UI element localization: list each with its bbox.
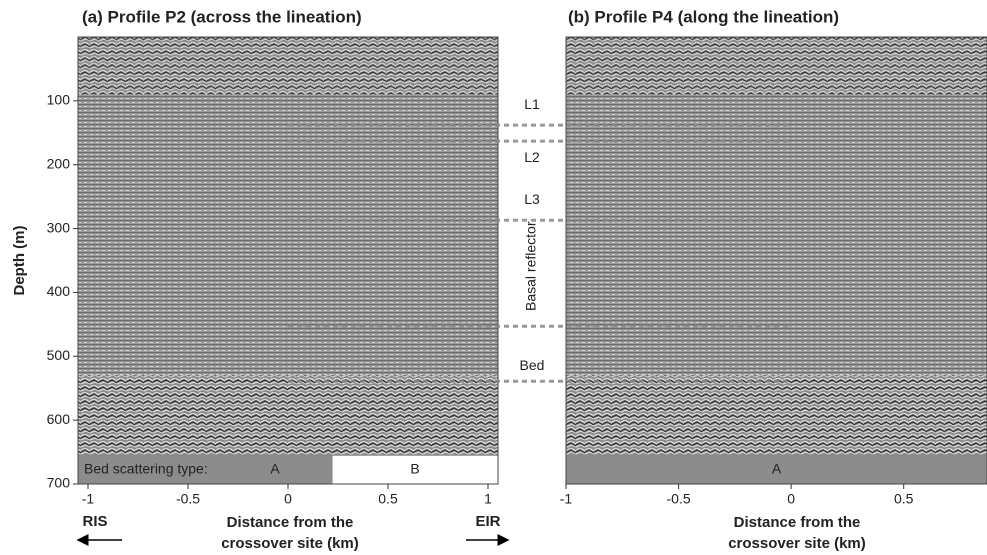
x-axis-title: Distance from the — [227, 514, 354, 531]
arrow-label: EIR — [475, 513, 500, 530]
y-tick-label: 500 — [47, 347, 71, 363]
scatter-segment — [565, 454, 987, 485]
y-tick-label: 100 — [47, 92, 71, 108]
reflector-label: L1 — [524, 96, 540, 112]
y-tick-label: 400 — [47, 283, 71, 299]
y-tick-label: 700 — [47, 475, 71, 491]
x-axis-title: crossover site (km) — [728, 535, 866, 552]
arrow-label: RIS — [82, 513, 107, 530]
plot-frame — [565, 36, 987, 485]
x-tick-label: 0 — [787, 491, 795, 507]
y-tick-label: 600 — [47, 411, 71, 427]
scatter-label: Bed scattering type: — [84, 460, 208, 476]
x-tick-label: 0.5 — [378, 491, 398, 507]
x-axis-title: crossover site (km) — [221, 535, 359, 552]
y-tick-label: 300 — [47, 219, 71, 235]
panel-title: (b) Profile P4 (along the lineation) — [568, 7, 839, 26]
x-tick-label: 0 — [284, 491, 292, 507]
panel-title: (a) Profile P2 (across the lineation) — [82, 7, 362, 26]
x-axis-title: Distance from the — [734, 514, 861, 531]
x-tick-label: -0.5 — [667, 491, 691, 507]
x-tick-label: 1 — [484, 491, 492, 507]
reflector-label: L2 — [524, 149, 540, 165]
x-tick-label: -1 — [560, 491, 573, 507]
near-surface-noise — [566, 37, 987, 95]
x-tick-label: -1 — [82, 491, 95, 507]
scatter-type-label: A — [772, 460, 782, 476]
near-surface-noise — [78, 37, 498, 95]
reflector-label: Bed — [520, 357, 545, 373]
x-tick-label: 0.5 — [894, 491, 914, 507]
scatter-type-label: A — [270, 460, 280, 476]
y-tick-label: 200 — [47, 155, 71, 171]
reflector-label: Basal reflector — [523, 221, 539, 311]
reflector-label: L3 — [524, 191, 540, 207]
scatter-type-label: B — [410, 460, 419, 476]
y-axis-title: Depth (m) — [11, 226, 28, 296]
x-tick-label: -0.5 — [176, 491, 200, 507]
